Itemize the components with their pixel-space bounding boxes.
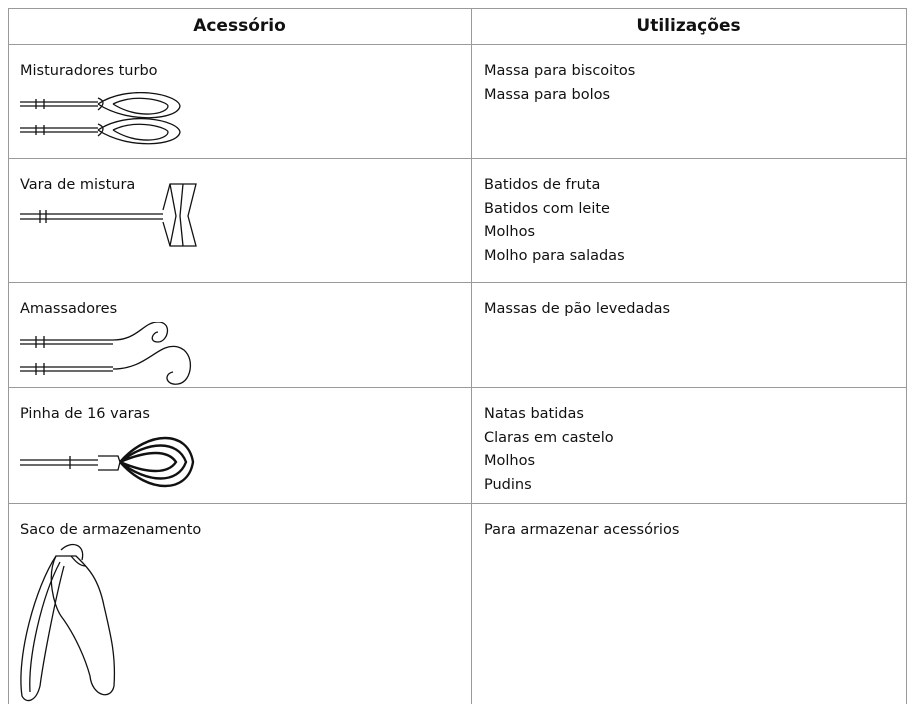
uses-list: Massa para biscoitos Massa para bolos	[484, 60, 635, 107]
use-item: Massa para biscoitos	[484, 63, 636, 79]
mixing-wand-icon	[20, 183, 197, 247]
use-item: Claras em castelo	[484, 429, 614, 446]
accessory-name: Pinha de 16 varas	[20, 406, 150, 422]
accessory-name: Misturadores turbo	[20, 63, 158, 79]
use-item: Molhos	[484, 453, 536, 469]
row-border	[8, 503, 906, 504]
turbo-beaters-icon	[20, 92, 181, 145]
table-border	[8, 8, 906, 9]
dough-hooks-icon	[20, 322, 192, 385]
row-border	[8, 158, 906, 159]
use-item: Molhos	[484, 224, 536, 240]
row-border	[8, 44, 906, 45]
use-item: Pudins	[484, 476, 532, 493]
uses-list: Natas batidas Claras em castelo Molhos P…	[484, 403, 614, 497]
column-header: Utilizações	[636, 16, 741, 36]
use-item: Batidos com leite	[484, 200, 610, 217]
accessory-name: Amassadores	[20, 301, 118, 317]
whisk-icon	[20, 436, 195, 488]
uses-list: Batidos de fruta Batidos com leite Molho…	[484, 174, 625, 268]
table-border	[906, 8, 907, 704]
uses-list: Massas de pão levedadas	[484, 298, 670, 322]
use-item: Para armazenar acessórios	[484, 522, 680, 538]
use-item: Molho para saladas	[484, 247, 625, 264]
use-item: Natas batidas	[484, 406, 584, 422]
row-border	[8, 387, 906, 388]
use-item: Massa para bolos	[484, 86, 611, 103]
column-header: Acessório	[193, 16, 286, 36]
row-border	[8, 282, 906, 283]
column-border	[471, 8, 472, 704]
accessory-name: Vara de mistura	[20, 177, 136, 193]
storage-bag-icon	[20, 543, 116, 702]
accessory-name: Saco de armazenamento	[20, 522, 202, 538]
table-border	[8, 8, 9, 704]
uses-list: Para armazenar acessórios	[484, 519, 679, 543]
use-item: Massas de pão levedadas	[484, 301, 671, 317]
use-item: Batidos de fruta	[484, 177, 601, 193]
